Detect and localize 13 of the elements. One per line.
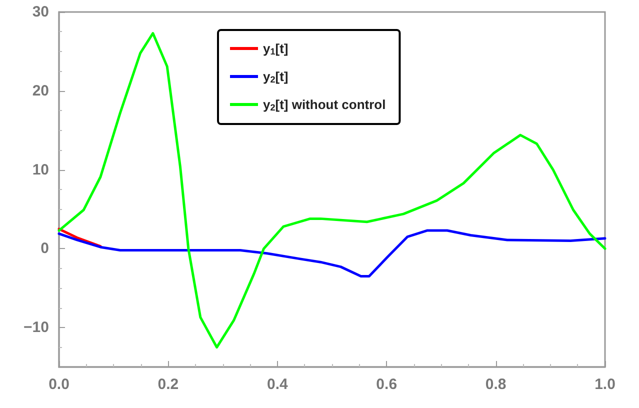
y-tick-label: 0 bbox=[40, 240, 49, 258]
x-tick-label: 0.8 bbox=[485, 376, 506, 393]
line-series bbox=[58, 229, 606, 278]
x-tick-label: 0.6 bbox=[376, 376, 398, 393]
y-tick-label: 10 bbox=[32, 161, 49, 178]
y-tick-label: 20 bbox=[32, 82, 49, 100]
x-tick-label: 0.2 bbox=[158, 376, 179, 393]
y-tick-label: −10 bbox=[24, 319, 49, 336]
x-tick-label: 0.4 bbox=[266, 376, 288, 393]
y-tick-label: 30 bbox=[32, 4, 49, 20]
line-series bbox=[58, 32, 606, 349]
x-tick-label: 0.0 bbox=[48, 376, 70, 393]
x-tick-label: 1.0 bbox=[594, 376, 616, 393]
